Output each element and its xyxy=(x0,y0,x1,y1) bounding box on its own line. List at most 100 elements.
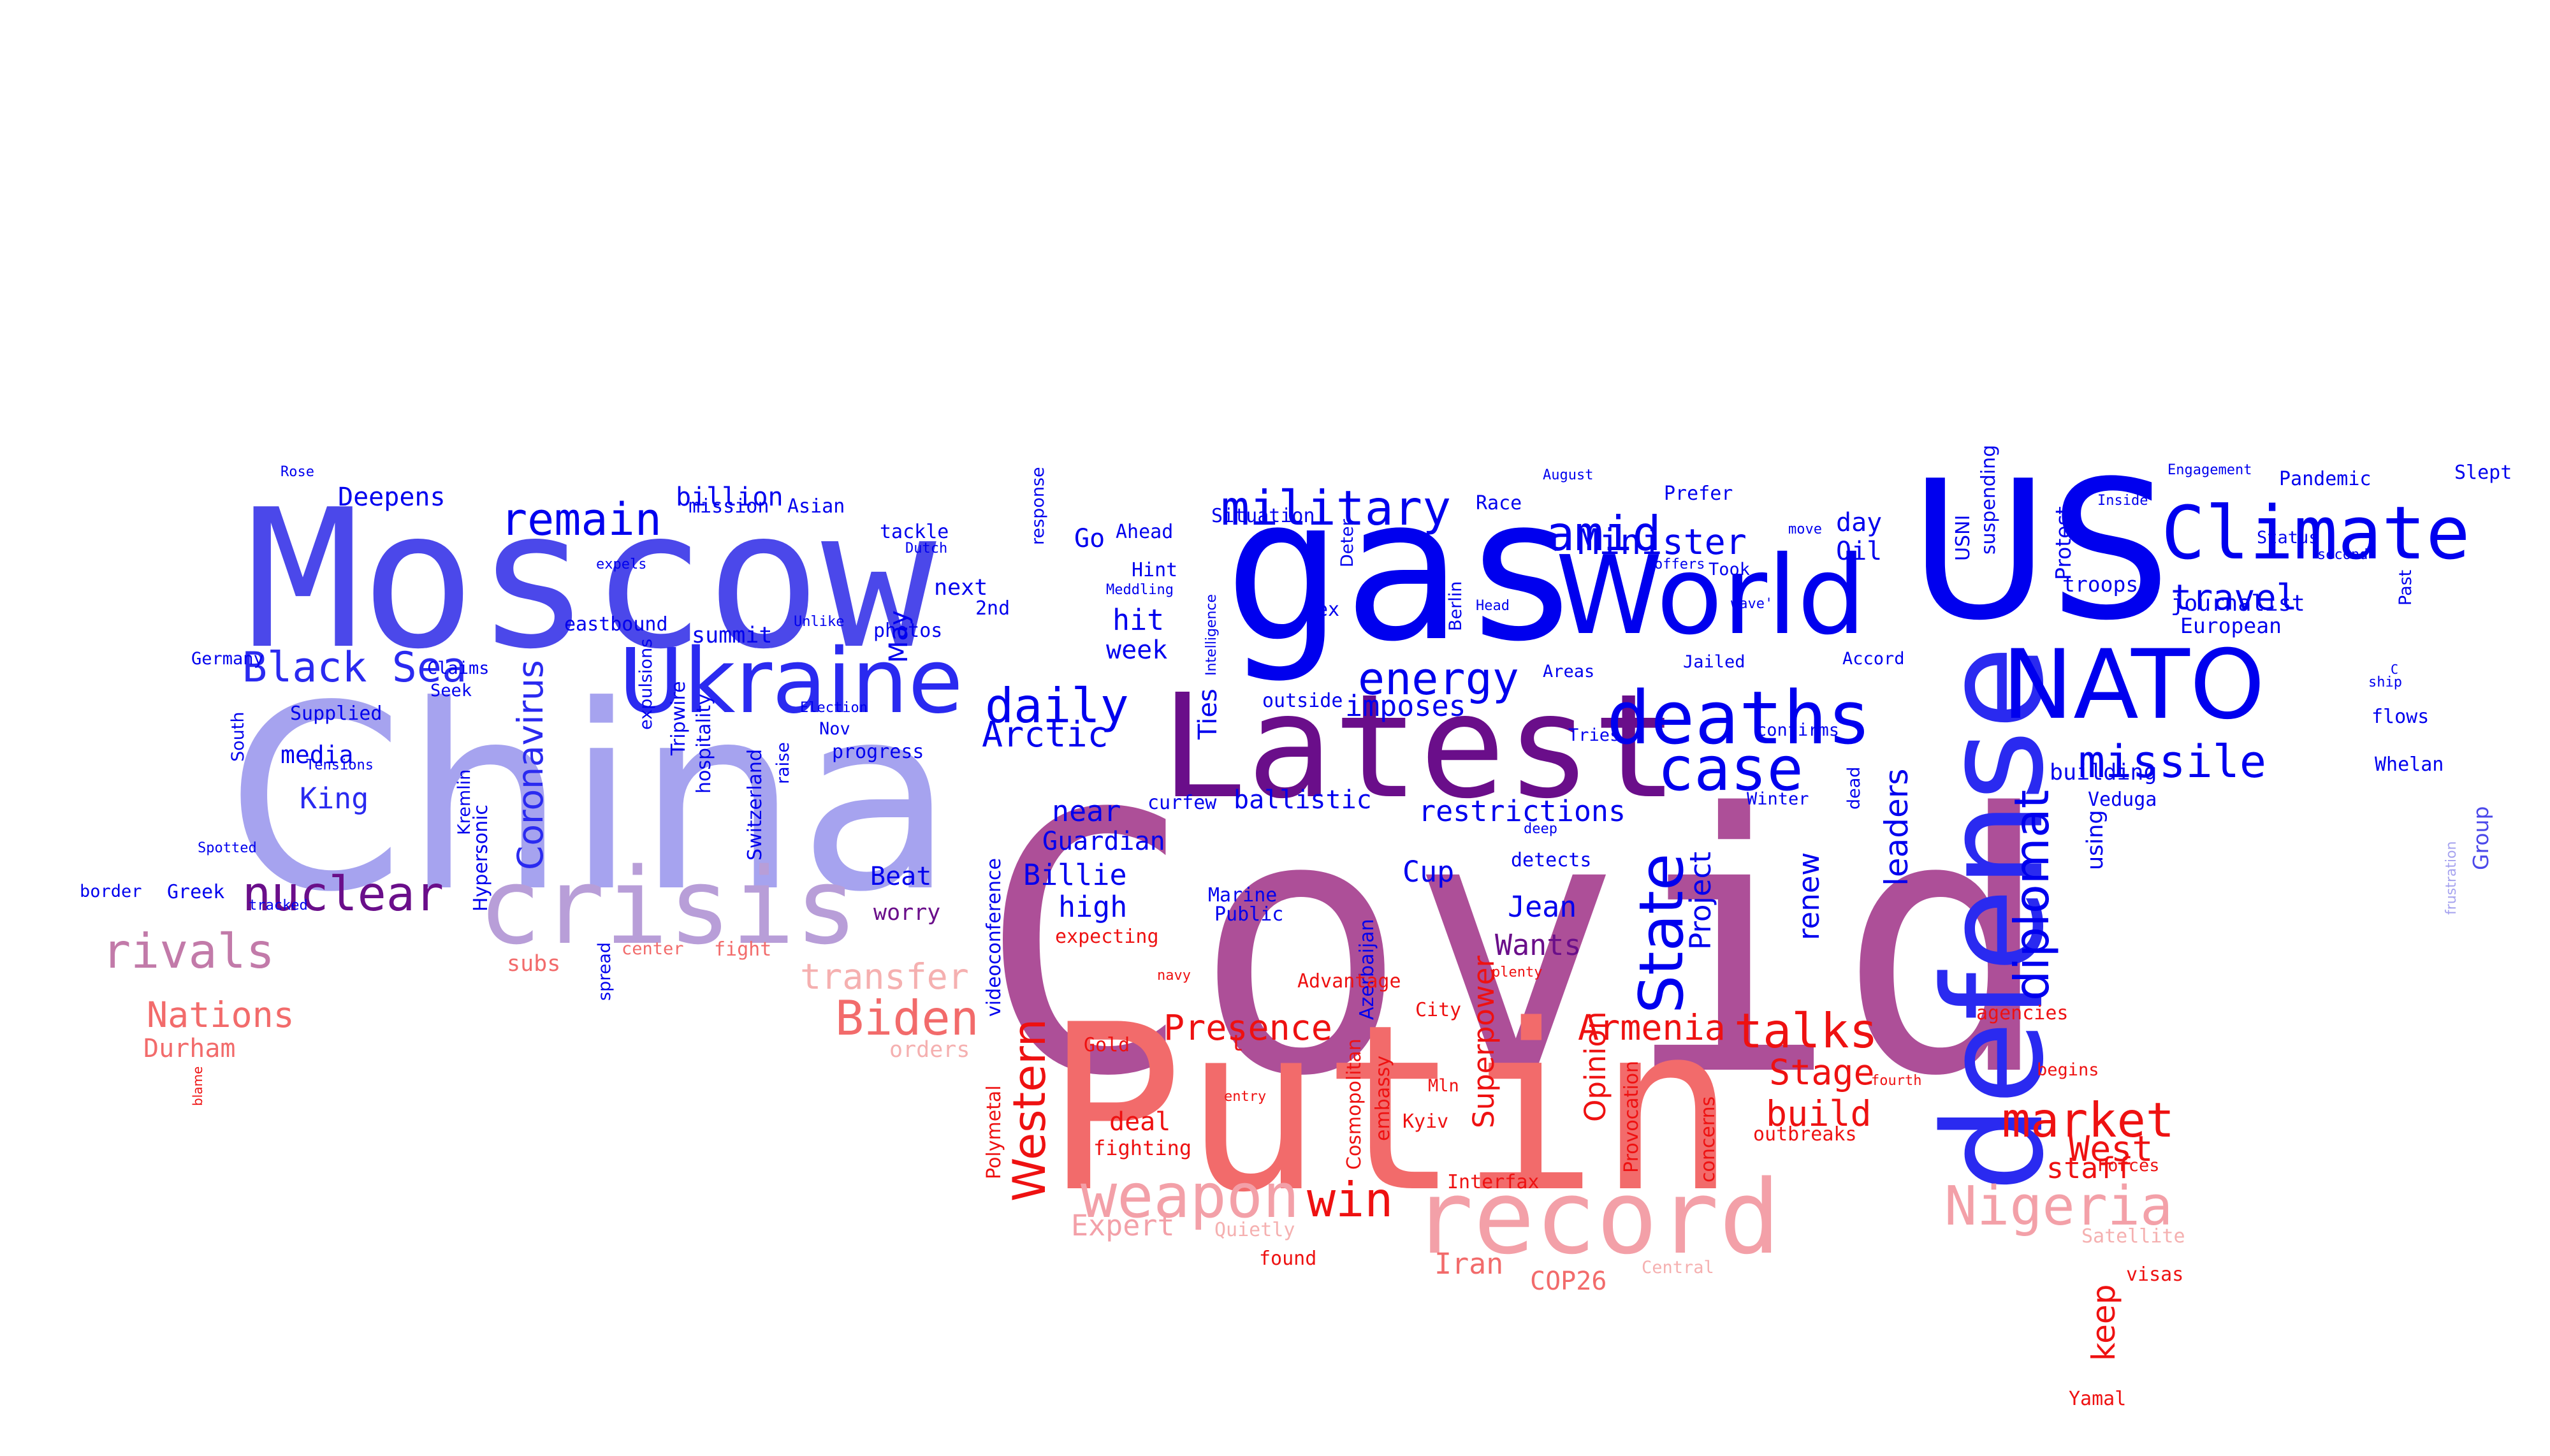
word-hospitality: hospitality xyxy=(693,694,715,794)
word-staff: staff xyxy=(2046,1151,2133,1185)
word-confirms: confirms xyxy=(1756,720,1840,740)
word-asian: Asian xyxy=(787,495,845,518)
word-rivals: rivals xyxy=(102,923,275,979)
word-entry: entry xyxy=(1224,1089,1267,1105)
word-whelan: Whelan xyxy=(2375,753,2444,776)
word-near: near xyxy=(1052,794,1121,828)
word-fighting: fighting xyxy=(1093,1136,1192,1160)
word-covid: Covid xyxy=(979,739,2053,1154)
word-china: China xyxy=(226,652,955,948)
word-veduga: Veduga xyxy=(2088,789,2157,811)
word-prefer: Prefer xyxy=(1664,483,1733,505)
word-using: using xyxy=(2083,810,2108,870)
word-military: military xyxy=(1221,480,1452,536)
word-media: media xyxy=(280,741,354,769)
word-journalist: journalist xyxy=(2171,591,2305,616)
word-c: C xyxy=(2391,662,2399,677)
word-mln: Mln xyxy=(1428,1076,1459,1096)
word-energy: energy xyxy=(1358,653,1519,705)
word-areas: Areas xyxy=(1543,662,1595,681)
word-superpower: Superpower xyxy=(1467,956,1501,1128)
word-ballistic: ballistic xyxy=(1234,785,1372,815)
word-dead: dead xyxy=(1844,766,1864,810)
word-kyiv: Kyiv xyxy=(1402,1110,1449,1133)
word-hit: hit xyxy=(1112,603,1165,637)
word-high: high xyxy=(1058,890,1128,924)
word-wants: Wants xyxy=(1495,928,1582,962)
word-winter: Winter xyxy=(1747,789,1809,809)
word-orders: orders xyxy=(889,1037,970,1063)
word-begins: begins xyxy=(2037,1060,2099,1080)
word-talks: talks xyxy=(1734,1003,1878,1059)
word-restrictions: restrictions xyxy=(1418,794,1626,828)
word-marine: Marine xyxy=(1208,884,1278,906)
word-west: West xyxy=(2069,1128,2153,1169)
word-presence: Presence xyxy=(1163,1007,1332,1048)
word-offers: offers xyxy=(1654,557,1705,572)
word-ahead: Ahead xyxy=(1116,521,1174,543)
word-yamal: Yamal xyxy=(2069,1388,2127,1410)
word-build: build xyxy=(1766,1093,1872,1134)
word-durham: Durham xyxy=(143,1034,236,1063)
word-outside: outside xyxy=(1262,690,1343,712)
word-t: t xyxy=(1230,1031,1244,1056)
word-travel: travel xyxy=(2171,577,2298,618)
word-past: Past xyxy=(2396,569,2415,606)
word-move: move xyxy=(1788,521,1822,537)
word-expecting: expecting xyxy=(1055,926,1159,948)
word-win: win xyxy=(1307,1172,1394,1228)
word-advantage: Advantage xyxy=(1297,970,1401,993)
word-deal: deal xyxy=(1109,1107,1171,1137)
word-wave: wave' xyxy=(1731,596,1774,612)
word-switzerland: Switzerland xyxy=(744,749,766,861)
word-detects: detects xyxy=(1511,849,1592,871)
word-renew: renew xyxy=(1792,852,1826,940)
word-curfew: curfew xyxy=(1148,792,1217,814)
word-king: King xyxy=(300,782,369,815)
word-germany: Germany xyxy=(191,649,264,669)
word-tripwire: Tripwire xyxy=(667,681,690,755)
word-coronavirus: Coronavirus xyxy=(510,660,551,870)
word-deter: Deter xyxy=(1337,519,1357,567)
word-2nd: 2nd xyxy=(975,597,1010,620)
word-beat: Beat xyxy=(870,862,932,891)
word-situation: Situation xyxy=(1211,505,1315,527)
word-us: US xyxy=(1909,440,2171,662)
word-diplomat: diplomat xyxy=(2004,789,2060,1001)
word-center: center xyxy=(622,939,684,959)
word-election: Election xyxy=(800,700,868,716)
word-flows: flows xyxy=(2372,706,2430,728)
word-cosmopolitan: Cosmopolitan xyxy=(1343,1038,1366,1170)
word-accord: Accord xyxy=(1842,649,1905,669)
word-raise: raise xyxy=(773,742,793,784)
word-opinion: Opinion xyxy=(1578,1011,1612,1122)
word-daily: daily xyxy=(985,678,1129,734)
word-usni: USNI xyxy=(1952,514,1974,561)
word-tries: Tries xyxy=(1568,725,1621,745)
word-agencies: agencies xyxy=(1976,1002,2069,1024)
word-spotted: Spotted xyxy=(198,840,257,856)
word-european: European xyxy=(2180,613,2282,638)
word-meddling: Meddling xyxy=(1106,582,1174,598)
word-interfax: Interfax xyxy=(1447,1171,1540,1193)
word-guardian: Guardian xyxy=(1042,827,1165,856)
word-engagement: Engagement xyxy=(2168,462,2252,478)
word-dutch: Dutch xyxy=(905,541,948,557)
word-amid: amid xyxy=(1546,506,1661,562)
word-week: week xyxy=(1106,636,1168,665)
word-climate: Climate xyxy=(2161,491,2470,576)
word-blame: blame xyxy=(190,1066,205,1106)
word-hint: Hint xyxy=(1132,559,1178,581)
word-armenia: Armenia xyxy=(1578,1007,1726,1048)
word-black-sea: Black Sea xyxy=(242,644,467,692)
word-cup: Cup xyxy=(1402,855,1455,889)
word-deepens: Deepens xyxy=(338,483,446,512)
word-outbreaks: outbreaks xyxy=(1753,1123,1857,1146)
word-nuclear: nuclear xyxy=(242,866,444,922)
word-plenty: plenty xyxy=(1492,965,1543,980)
word-head: Head xyxy=(1476,598,1510,614)
word-ukraine: Ukraine xyxy=(618,630,963,734)
word-minister: Minister xyxy=(1578,521,1747,562)
word-berlin: Berlin xyxy=(1446,581,1466,631)
word-polymetal: Polymetal xyxy=(983,1085,1005,1179)
